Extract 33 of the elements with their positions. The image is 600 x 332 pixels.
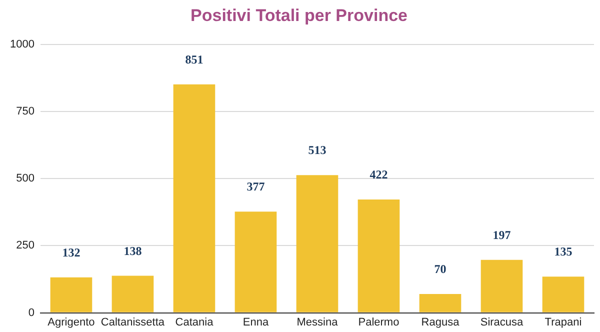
bar (480, 260, 523, 312)
x-tick-label: Caltanissetta (100, 316, 166, 328)
chart-title: Positivi Totali per Province (190, 6, 408, 25)
bar (50, 277, 92, 312)
data-label: 422 (370, 168, 388, 182)
bar (112, 276, 154, 312)
bar (234, 212, 277, 312)
data-label: 135 (554, 244, 572, 259)
y-tick-label: 250 (16, 240, 34, 252)
y-tick-label: 0 (28, 306, 34, 319)
bar (173, 84, 216, 312)
y-tick-label: 1000 (10, 38, 34, 50)
x-tick-label: Catania (175, 316, 214, 328)
y-tick-label: 750 (16, 106, 34, 118)
x-tick-label: Siracusa (480, 316, 524, 328)
y-tick-label: 500 (16, 172, 34, 185)
x-tick-label: Palermo (358, 316, 400, 328)
data-label: 197 (492, 228, 511, 242)
x-tick-label: Enna (242, 316, 270, 328)
data-label: 132 (62, 245, 80, 260)
x-tick-label: Trapani (544, 316, 582, 328)
data-label: 70 (434, 262, 446, 276)
bar (542, 276, 584, 312)
bar (296, 175, 338, 312)
data-label: 851 (185, 52, 204, 66)
x-tick-label: Messina (296, 316, 339, 328)
data-label: 377 (246, 180, 265, 194)
x-tick-label: Ragusa (421, 316, 460, 328)
bar (358, 200, 400, 312)
data-label: 513 (308, 143, 326, 158)
x-tick-label: Agrigento (48, 316, 95, 328)
bar (419, 294, 462, 312)
data-label: 138 (124, 244, 142, 258)
